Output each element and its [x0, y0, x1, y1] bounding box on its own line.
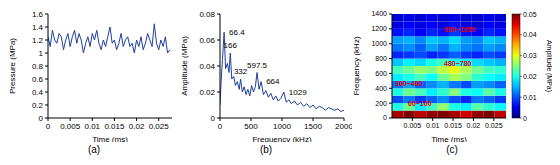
svg-text:Time (ms): Time (ms)	[92, 135, 128, 142]
svg-text:1: 1	[39, 49, 44, 58]
svg-text:1.6: 1.6	[32, 10, 44, 19]
svg-text:332: 332	[234, 67, 248, 76]
svg-text:0.4: 0.4	[32, 88, 44, 97]
svg-text:0.04: 0.04	[523, 31, 537, 38]
svg-text:2000: 2000	[335, 122, 352, 131]
svg-text:0.8: 0.8	[32, 62, 44, 71]
svg-text:1029: 1029	[289, 88, 307, 97]
svg-text:664: 664	[266, 77, 280, 86]
svg-text:800: 800	[375, 55, 387, 62]
svg-text:Frequency (kHz): Frequency (kHz)	[252, 135, 311, 142]
svg-text:0.03: 0.03	[523, 52, 537, 59]
svg-text:0.02: 0.02	[523, 73, 537, 80]
svg-text:0: 0	[211, 114, 216, 123]
svg-text:Frequency (kHz): Frequency (kHz)	[352, 36, 361, 95]
svg-text:0: 0	[39, 114, 44, 123]
svg-text:0.005: 0.005	[60, 122, 81, 131]
html-text:950~1050: 950~1050	[444, 26, 476, 33]
svg-text:0.02: 0.02	[467, 122, 481, 129]
svg-text:0.01: 0.01	[84, 122, 100, 131]
svg-text:Amplitude (MPa): Amplitude (MPa)	[180, 36, 189, 96]
svg-text:1000: 1000	[371, 40, 387, 47]
svg-text:0.05: 0.05	[523, 11, 537, 18]
svg-text:200: 200	[375, 100, 387, 107]
svg-text:0.6: 0.6	[32, 75, 44, 84]
svg-text:0: 0	[218, 122, 223, 131]
svg-text:0.01: 0.01	[426, 122, 440, 129]
svg-text:Time (ms): Time (ms)	[431, 135, 467, 142]
html-text:300~400: 300~400	[395, 80, 423, 87]
svg-text:0.015: 0.015	[444, 122, 462, 129]
svg-text:Amplitude (MPa): Amplitude (MPa)	[545, 40, 552, 92]
svg-text:597.5: 597.5	[247, 61, 268, 70]
html-text:(c): (c)	[446, 144, 458, 155]
svg-text:Pressure (MPa): Pressure (MPa)	[8, 38, 17, 94]
svg-text:600: 600	[375, 70, 387, 77]
svg-text:66.4: 66.4	[229, 28, 245, 37]
svg-text:0.2: 0.2	[32, 101, 44, 110]
svg-text:1.2: 1.2	[32, 36, 44, 45]
svg-text:0.02: 0.02	[129, 122, 145, 131]
svg-text:0.02: 0.02	[199, 88, 215, 97]
html-text:(a): (a)	[87, 144, 101, 155]
svg-text:0.08: 0.08	[199, 10, 215, 19]
svg-text:1400: 1400	[371, 10, 387, 17]
svg-text:0.005: 0.005	[404, 122, 422, 129]
svg-text:0: 0	[46, 122, 51, 131]
html-text:480~780: 480~780	[444, 60, 472, 67]
svg-text:166: 166	[224, 41, 238, 50]
svg-text:0.01: 0.01	[523, 94, 537, 101]
svg-text:0.025: 0.025	[485, 122, 503, 129]
svg-text:0.06: 0.06	[199, 36, 215, 45]
svg-text:1000: 1000	[273, 122, 291, 131]
svg-text:1.4: 1.4	[32, 23, 44, 32]
svg-text:1500: 1500	[304, 122, 322, 131]
html-text:60~100: 60~100	[408, 100, 432, 107]
svg-text:0.015: 0.015	[104, 122, 125, 131]
svg-text:0.04: 0.04	[199, 62, 215, 71]
html-text:(b): (b)	[259, 144, 273, 155]
svg-text:0: 0	[383, 114, 387, 121]
svg-text:1200: 1200	[371, 25, 387, 32]
svg-text:500: 500	[244, 122, 258, 131]
svg-text:0: 0	[523, 115, 527, 122]
svg-text:0.025: 0.025	[149, 122, 170, 131]
svg-text:400: 400	[375, 85, 387, 92]
